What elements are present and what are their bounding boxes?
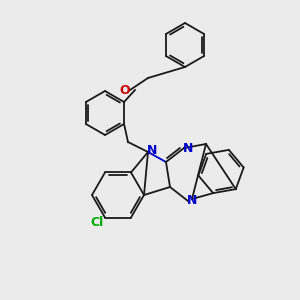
Text: N: N	[147, 143, 157, 157]
Text: O: O	[120, 83, 130, 97]
Text: Cl: Cl	[90, 216, 104, 229]
Text: N: N	[183, 142, 193, 154]
Text: N: N	[187, 194, 197, 208]
